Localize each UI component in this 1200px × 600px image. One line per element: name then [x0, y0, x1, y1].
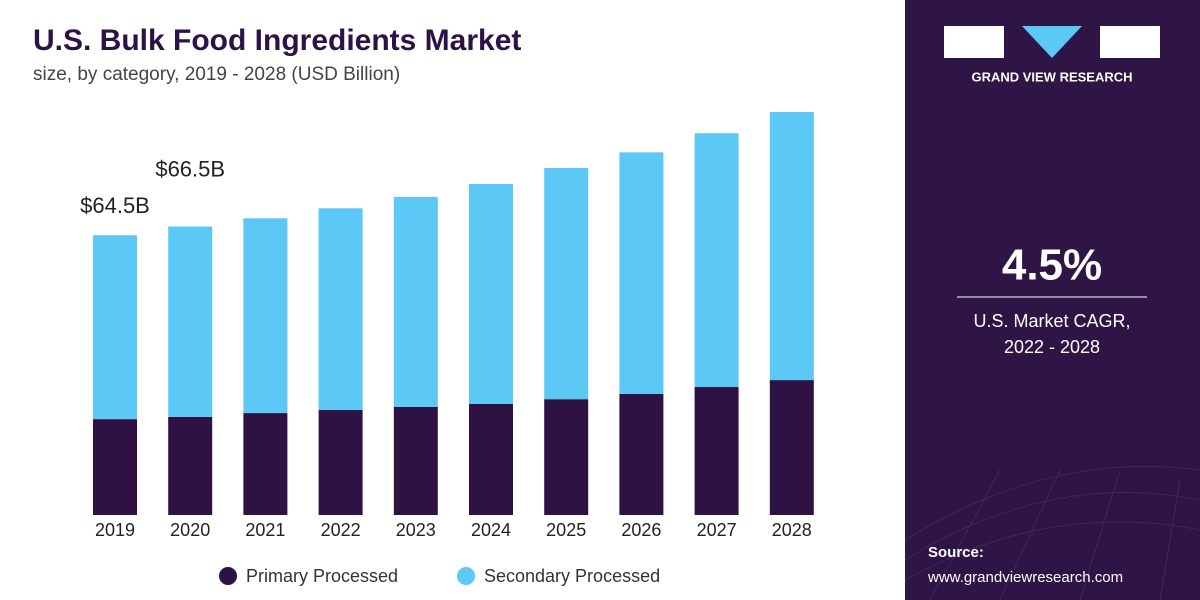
bar-segment: [393, 406, 438, 515]
x-tick-label: 2022: [321, 520, 361, 540]
bar-segment: [694, 387, 739, 515]
x-tick-label: 2020: [170, 520, 210, 540]
sidebar-mesh: [904, 465, 1200, 600]
source-label: Source:: [928, 544, 984, 561]
chart-subtitle: size, by category, 2019 - 2028 (USD Bill…: [33, 64, 400, 85]
bar-segment: [243, 218, 288, 414]
bar-segment: [393, 197, 438, 407]
legend-marker: [219, 567, 237, 585]
x-tick-label: 2023: [396, 520, 436, 540]
logo-triangle: [1022, 26, 1082, 58]
source-url: www.grandviewresearch.com: [927, 569, 1123, 586]
bar-segment: [544, 167, 589, 400]
cagr-caption: 2022 - 2028: [1004, 337, 1100, 357]
total-label: $66.5B: [155, 156, 225, 181]
logo-block: [944, 26, 1004, 58]
bar-segment: [243, 413, 288, 515]
bar-segment: [469, 403, 513, 515]
bar-segment: [694, 133, 739, 388]
x-tick-label: 2028: [772, 520, 812, 540]
brand-name: GRAND VIEW RESEARCH: [971, 69, 1132, 84]
bar-segment: [93, 235, 137, 420]
bar-segment: [769, 380, 814, 515]
x-tick-label: 2027: [697, 520, 737, 540]
x-tick-label: 2024: [471, 520, 511, 540]
bar-segment: [544, 399, 589, 515]
bar-segment: [168, 226, 213, 417]
logo-block: [1100, 26, 1160, 58]
bar-segment: [619, 393, 664, 515]
logo: [944, 26, 1160, 58]
sidebar-background: [905, 0, 1200, 600]
cagr-value: 4.5%: [1002, 241, 1102, 290]
legend-label: Primary Processed: [246, 566, 398, 586]
bar-segment: [318, 208, 363, 411]
total-label: $64.5B: [80, 193, 150, 218]
x-tick-label: 2021: [245, 520, 285, 540]
bar-segment: [469, 184, 513, 404]
legend-marker: [457, 567, 475, 585]
x-tick-label: 2026: [621, 520, 661, 540]
bar-segment: [168, 416, 213, 515]
x-tick-label: 2019: [95, 520, 135, 540]
bar-segment: [619, 152, 664, 394]
bar-segment: [93, 419, 137, 515]
cagr-caption: U.S. Market CAGR,: [973, 311, 1130, 331]
chart-background: [0, 0, 905, 600]
bar-segment: [769, 112, 814, 381]
x-tick-label: 2025: [546, 520, 586, 540]
chart-title: U.S. Bulk Food Ingredients Market: [33, 24, 521, 57]
legend-label: Secondary Processed: [484, 566, 660, 586]
bar-segment: [318, 410, 363, 515]
